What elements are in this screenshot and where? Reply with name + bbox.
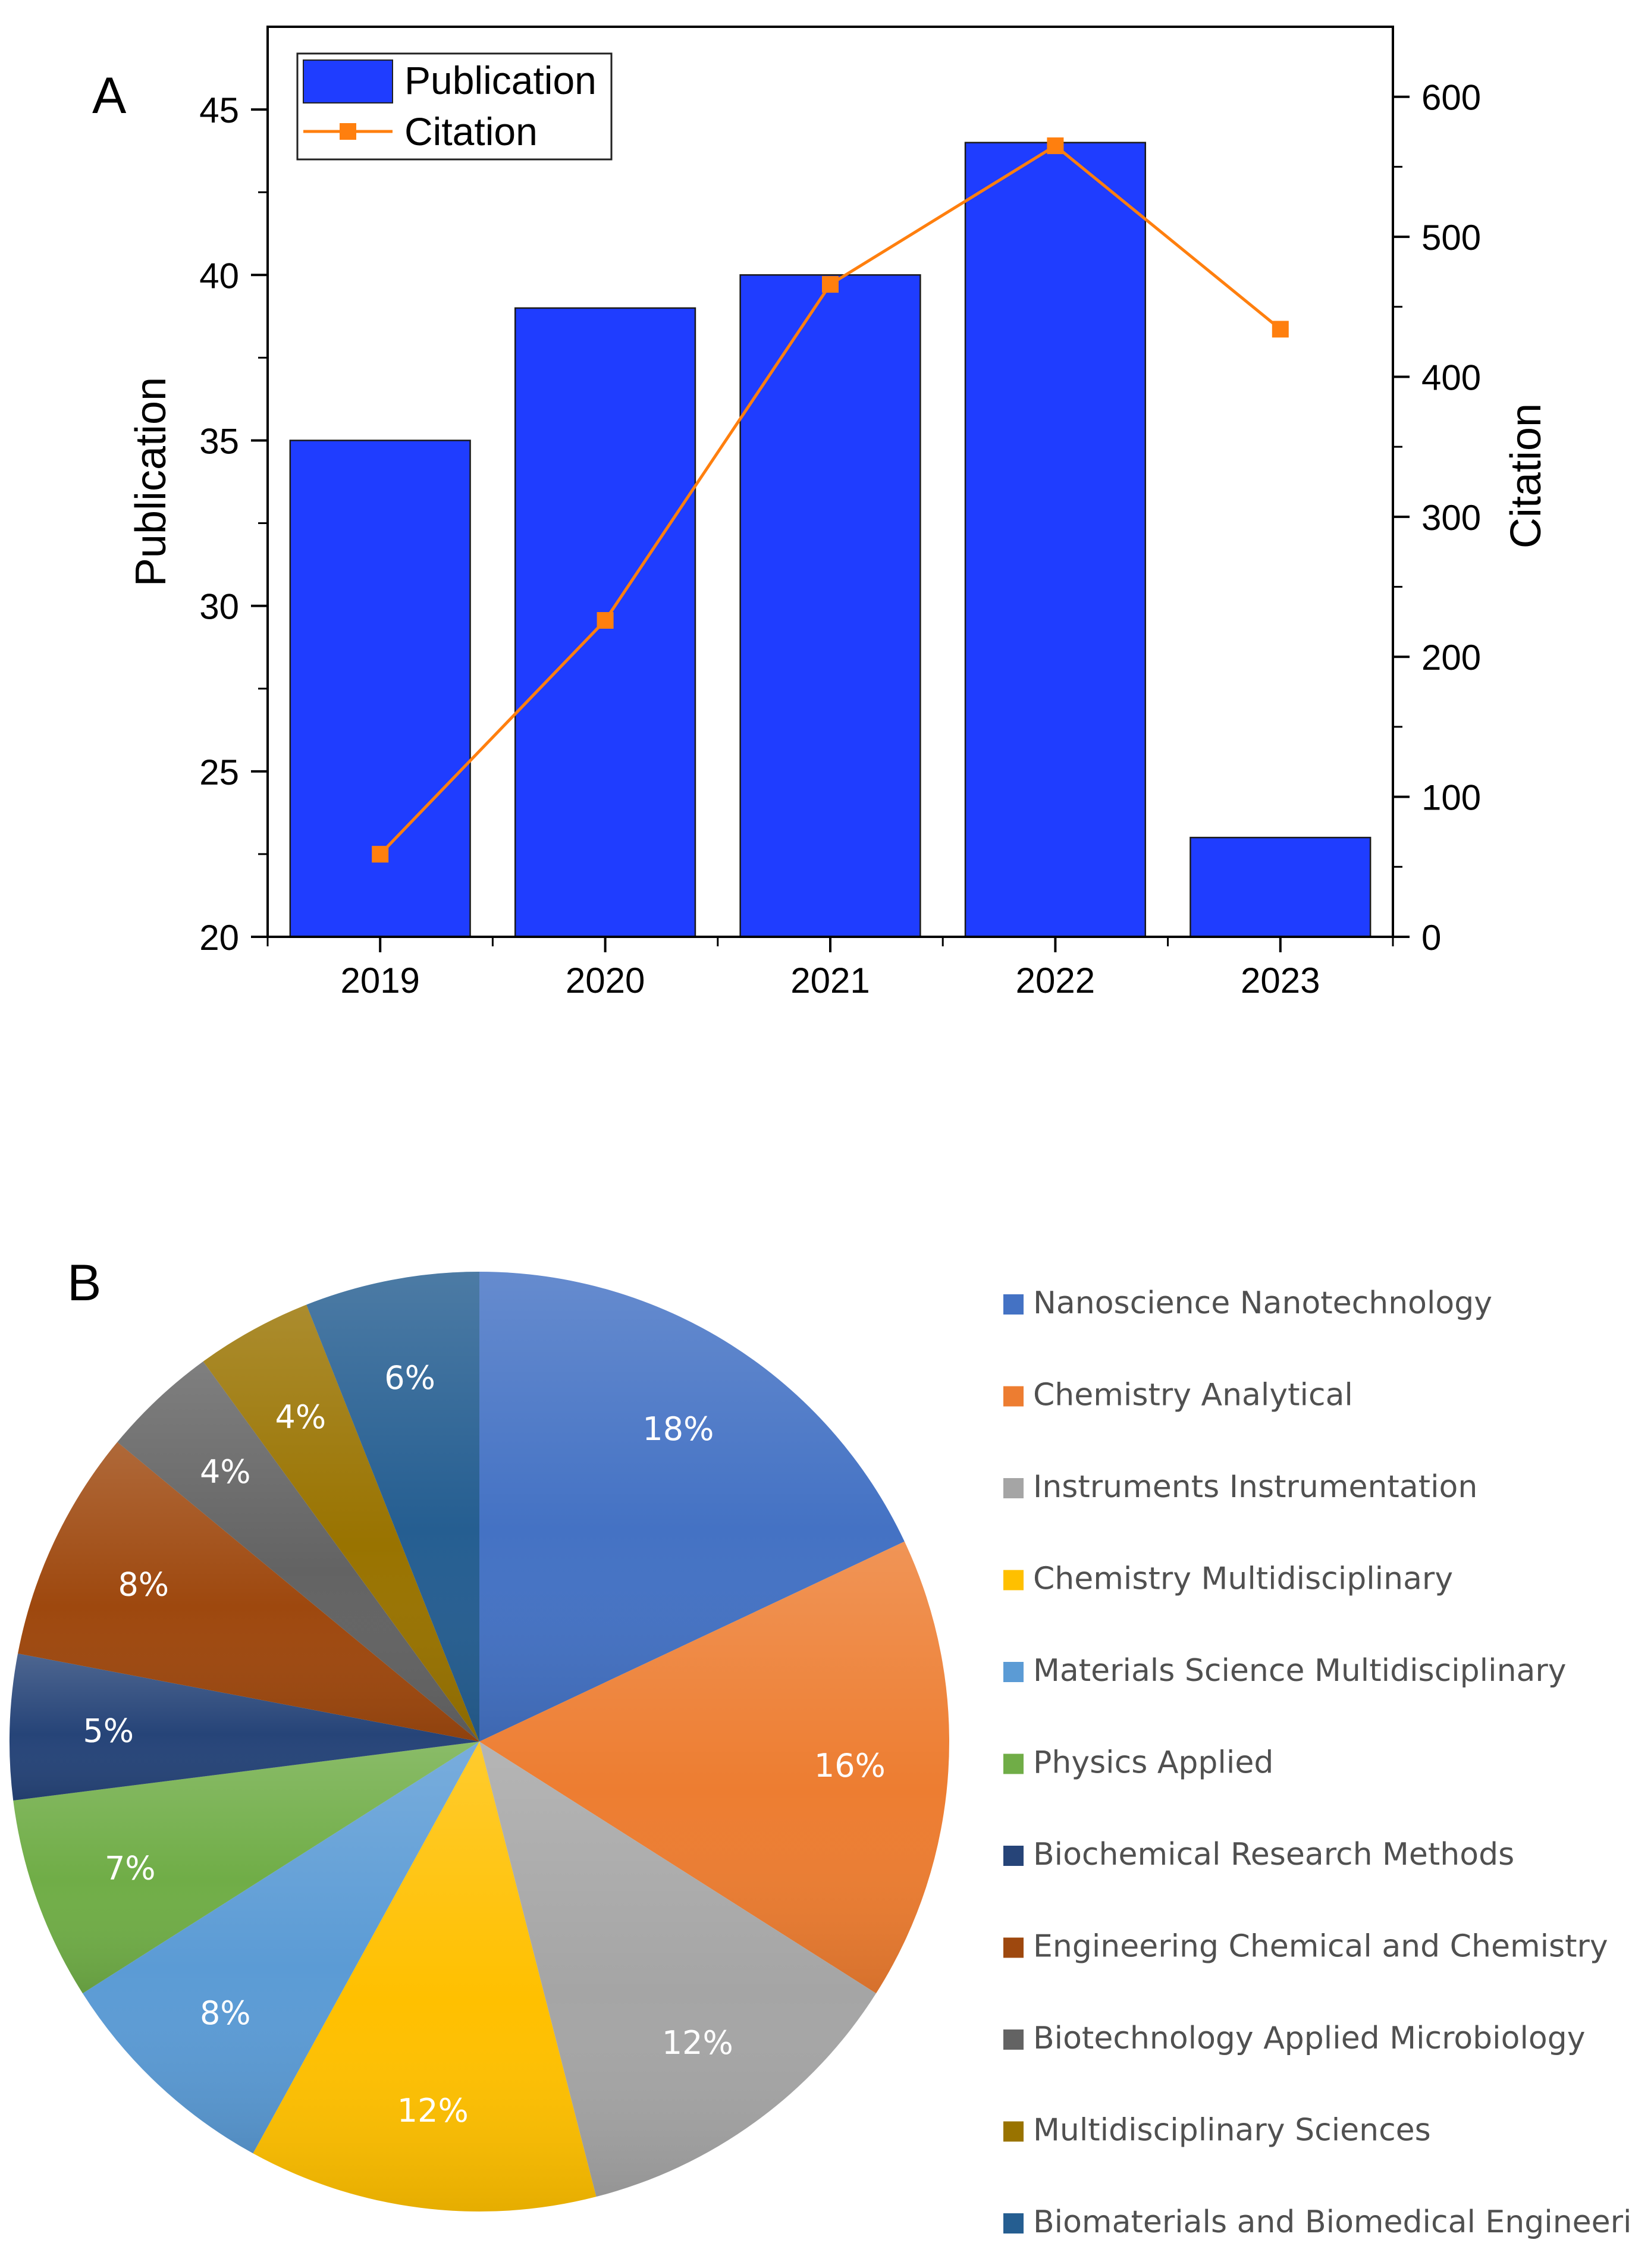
bar-2022	[964, 142, 1147, 938]
pie-slice-shade-5	[82, 1742, 479, 2154]
pie-slices	[10, 1272, 949, 2211]
pie-value-label: 18%	[642, 1410, 714, 1448]
pie-value-label: 7%	[105, 1849, 156, 1887]
x-tick-label: 2020	[566, 961, 645, 1000]
y-tick-label-left: 25	[199, 752, 239, 792]
x-tick-label: 2019	[340, 961, 419, 1000]
pie-slice-shade-4	[253, 1742, 597, 2211]
pie-value-labels: 18% 16% 12% 12% 8% 7% 5% 8% 4% 4% 6%	[83, 1359, 886, 2129]
citation-point-2021	[822, 276, 839, 293]
publication-bars	[289, 142, 1371, 938]
citation-point-2020	[597, 612, 614, 629]
pie-value-label: 5%	[83, 1712, 134, 1749]
legend-publication-label: Publication	[404, 58, 597, 102]
pie-value-label: 6%	[384, 1359, 435, 1397]
legend-swatch	[1003, 1753, 1024, 1774]
legend-swatch	[1003, 1294, 1024, 1315]
legend-label: Engineering Chemical and Chemistry	[1033, 1929, 1608, 1965]
x-tick-label: 2021	[790, 961, 870, 1000]
pie-value-label: 8%	[200, 1994, 251, 2032]
pie-value-label: 4%	[200, 1453, 251, 1491]
legend-swatch	[1003, 1937, 1024, 1958]
legend-swatch	[1003, 2029, 1024, 2050]
panel-a-letter: A	[92, 67, 127, 124]
legend-label: Chemistry Analytical	[1033, 1378, 1353, 1413]
y-tick-label-right: 200	[1421, 638, 1481, 677]
pie-value-label: 12%	[662, 2024, 733, 2062]
x-tick-label: 2023	[1241, 961, 1320, 1000]
panel-a: A 20 25 30 35 40 45 0 100 200 300 400 500 600 2019 202…	[92, 26, 1550, 1000]
y-axis-label-left: Publication	[127, 377, 175, 586]
y-tick-label-right: 0	[1421, 918, 1441, 958]
legend-swatch	[1003, 2121, 1024, 2142]
legend-label: Nanoscience Nanotechnology	[1033, 1285, 1492, 1321]
panel-b-letter: B	[67, 1254, 101, 1312]
legend-swatch	[1003, 1386, 1024, 1407]
pie-slice-shade-2	[479, 1541, 949, 1994]
legend-label: Materials Science Multidisciplinary	[1033, 1653, 1567, 1689]
pie-slice-shade-6	[13, 1742, 480, 1994]
legend-label: Physics Applied	[1033, 1745, 1273, 1781]
y-axis-label-right: Citation	[1502, 403, 1550, 548]
legend-label: Multidisciplinary Sciences	[1033, 2113, 1431, 2148]
citation-line	[372, 137, 1289, 863]
y-tick-label-left: 45	[199, 90, 239, 130]
pie-value-label: 4%	[275, 1398, 327, 1436]
pie-value-label: 8%	[118, 1566, 169, 1603]
y-tick-label-right: 300	[1421, 498, 1481, 538]
pie-slice-shade-10	[203, 1304, 479, 1742]
y-tick-label-left: 40	[199, 256, 239, 296]
legend-publication-swatch	[303, 59, 393, 103]
y-tick-label-right: 600	[1421, 78, 1481, 118]
legend-swatch	[1003, 2213, 1024, 2234]
pie-slice-shade-8	[17, 1442, 480, 1742]
legend-a: Publication Citation	[296, 52, 613, 161]
citation-point-2023	[1272, 321, 1289, 338]
x-tick-label: 2022	[1016, 961, 1095, 1000]
pie-slice-shade-3	[479, 1742, 877, 2197]
y-tick-label-right: 100	[1421, 778, 1481, 818]
legend-swatch	[1003, 1846, 1024, 1866]
bar-2021	[739, 274, 921, 938]
y-tick-label-right: 400	[1421, 357, 1481, 397]
pie-value-label: 12%	[397, 2092, 469, 2129]
legend-label: Instruments Instrumentation	[1033, 1469, 1477, 1505]
legend-label: Biomaterials and Biomedical Engineering	[1033, 2204, 1632, 2240]
pie-slice-shade-11	[306, 1272, 479, 1742]
y-tick-label-left: 35	[199, 421, 239, 461]
pie-slice-shade-9	[117, 1361, 479, 1742]
citation-point-2019	[372, 846, 389, 863]
y-tick-label-left: 20	[199, 918, 239, 958]
bar-2023	[1190, 836, 1371, 938]
pie-legend: Nanoscience Nanotechnology Chemistry Anal…	[1003, 1285, 1632, 2240]
panel-b: B 18% 16% 12% 12% 8% 7% 5% 8% 4% 4% 6% Nanoscience…	[10, 1254, 1632, 2240]
legend-swatch	[1003, 1662, 1024, 1682]
legend-swatch	[1003, 1478, 1024, 1498]
legend-label: Chemistry Multidisciplinary	[1033, 1561, 1453, 1597]
citation-point-2022	[1047, 137, 1064, 155]
pie-value-label: 16%	[814, 1747, 886, 1784]
legend-citation-label: Citation	[404, 109, 538, 153]
pie-slice-shade-7	[10, 1653, 480, 1801]
legend-citation-marker	[340, 123, 356, 140]
pie-slice-shade-1	[479, 1272, 905, 1742]
y-tick-label-left: 30	[199, 587, 239, 627]
y-tick-label-right: 500	[1421, 218, 1481, 258]
legend-swatch	[1003, 1570, 1024, 1591]
legend-label: Biochemical Research Methods	[1033, 1837, 1514, 1872]
legend-label: Biotechnology Applied Microbiology	[1033, 2021, 1585, 2056]
axes: 20 25 30 35 40 45 0 100 200 300 400 500 600 2019 2020 2…	[199, 78, 1481, 1000]
